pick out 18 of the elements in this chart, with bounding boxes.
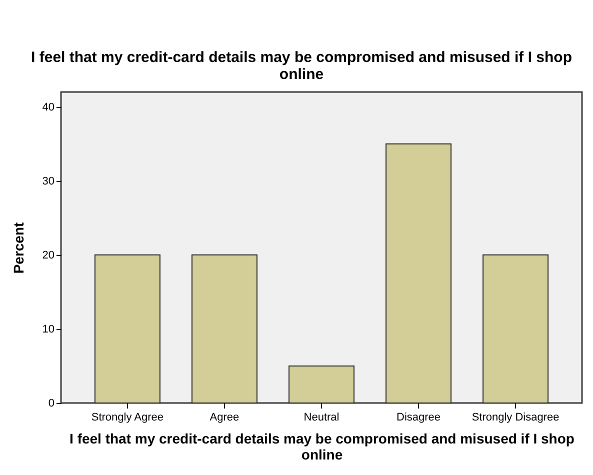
x-tick-label: Neutral bbox=[304, 412, 340, 424]
chart-title: I feel that my credit-card details may be compromised and misused if I shop online bbox=[31, 49, 572, 83]
bar bbox=[191, 254, 258, 404]
x-tick-label: Strongly Agree bbox=[91, 412, 164, 424]
x-tick-label: Strongly Disagree bbox=[472, 412, 560, 424]
bar bbox=[482, 254, 549, 404]
bar bbox=[386, 143, 452, 404]
y-tick-label: 20 bbox=[42, 249, 54, 262]
bar bbox=[288, 365, 354, 404]
y-tick-label: 10 bbox=[42, 323, 54, 336]
y-tick-label: 30 bbox=[42, 175, 54, 188]
y-axis-title: Percent bbox=[10, 222, 26, 274]
x-axis-title: I feel that my credit-card details may be compromised and misused if I shop online bbox=[70, 430, 574, 462]
bar bbox=[94, 254, 160, 404]
x-tick-label: Agree bbox=[210, 412, 240, 424]
y-tick-label: 40 bbox=[42, 101, 54, 114]
x-tick-label: Disagree bbox=[396, 412, 441, 424]
y-tick-label: 0 bbox=[48, 398, 54, 410]
